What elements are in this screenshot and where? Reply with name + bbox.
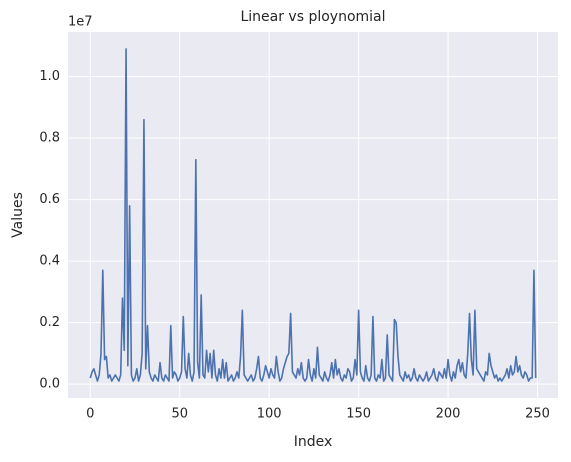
x-tick-label: 150 bbox=[346, 407, 371, 422]
y-tick-label: 0.8 bbox=[39, 131, 60, 146]
chart-title: Linear vs ploynomial bbox=[240, 9, 385, 25]
x-tick-label: 50 bbox=[171, 407, 188, 422]
data-line bbox=[89, 48, 537, 382]
y-tick-label: 0.4 bbox=[39, 254, 60, 269]
y-tick-label: 0.0 bbox=[39, 377, 60, 392]
y-tick-label: 1.0 bbox=[39, 69, 60, 84]
offset-label: 1e7 bbox=[68, 15, 93, 30]
x-tick-label: 0 bbox=[86, 407, 94, 422]
y-axis-label: Values bbox=[10, 192, 26, 238]
x-axis-label: Index bbox=[294, 434, 333, 450]
x-tick-label: 100 bbox=[257, 407, 282, 422]
x-tick-label: 200 bbox=[436, 407, 461, 422]
x-tick-label: 250 bbox=[525, 407, 550, 422]
y-tick-label: 0.6 bbox=[39, 192, 60, 207]
y-tick-label: 0.2 bbox=[39, 315, 60, 330]
